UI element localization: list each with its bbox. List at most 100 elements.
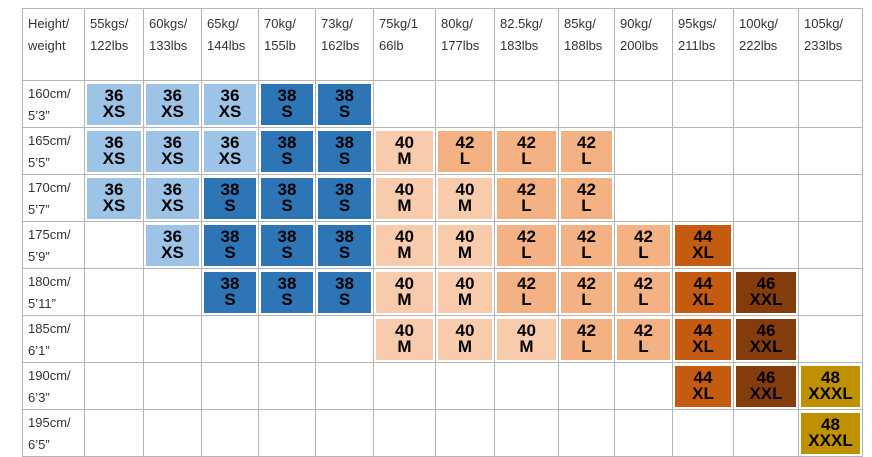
- size-letter: XS: [102, 149, 126, 168]
- size-number: 38: [277, 274, 297, 293]
- size-number: 42: [634, 274, 653, 293]
- header-label: 80kg/ 177lbs: [441, 16, 480, 53]
- size-letter: XL: [692, 243, 714, 262]
- size-cell: 40 M: [438, 271, 492, 313]
- header-label: 75kg/1 66lb: [379, 16, 419, 53]
- size-letter: S: [281, 290, 293, 309]
- cell: 42 L: [558, 221, 615, 269]
- row-header: 195cm/ 6’5”: [22, 409, 85, 457]
- row-label: 180cm/ 5’11”: [28, 274, 71, 311]
- size-number: 42: [517, 227, 536, 246]
- column-header: 80kg/ 177lbs: [435, 8, 495, 81]
- size-number: 36: [163, 133, 182, 152]
- size-cell: 44 XL: [675, 318, 731, 360]
- size-number: 38: [335, 180, 354, 199]
- size-number: 38: [277, 133, 297, 152]
- size-letter: S: [281, 149, 293, 168]
- cell: 42 L: [494, 221, 559, 269]
- size-letter: XS: [102, 102, 126, 121]
- cell: 38 S: [315, 221, 374, 269]
- cell: 36 XS: [84, 174, 144, 222]
- size-cell: 48 XXXL: [801, 412, 860, 454]
- cell: [672, 174, 734, 222]
- size-row: 165cm/ 5’5” 36 XS 36 XS 36 XS 38 S 38 S 40 M 42 L 42 L 42…: [22, 127, 863, 175]
- header-label: 95kgs/ 211lbs: [678, 16, 717, 53]
- column-header: 70kg/ 155lb: [258, 8, 316, 81]
- size-number: 38: [277, 227, 297, 246]
- cell: 40 M: [435, 174, 495, 222]
- header-label: 100kg/ 222lbs: [739, 16, 779, 53]
- size-cell: 40 M: [497, 318, 556, 360]
- size-number: 40: [517, 321, 536, 340]
- table-body: 160cm/ 5’3” 36 XS 36 XS 36 XS 38 S 38 S 165cm/ 5’5”…: [22, 80, 863, 457]
- cell: 38 S: [315, 127, 374, 175]
- cell: [84, 315, 144, 363]
- size-number: 42: [577, 274, 596, 293]
- cell: 46 XXL: [733, 315, 799, 363]
- size-letter: L: [581, 196, 592, 215]
- cell: [733, 409, 799, 457]
- size-letter: XXXL: [808, 384, 853, 403]
- cell: 36 XS: [201, 127, 259, 175]
- size-cell: 38 S: [318, 224, 371, 266]
- cell: [672, 409, 734, 457]
- cell: 42 L: [435, 127, 495, 175]
- header-label: 82.5kg/ 183lbs: [500, 16, 543, 53]
- size-number: 42: [577, 321, 596, 340]
- size-letter: XL: [692, 290, 714, 309]
- cell: [494, 362, 559, 410]
- column-header: 90kg/ 200lbs: [614, 8, 673, 81]
- cell: [84, 268, 144, 316]
- size-cell: 42 L: [438, 130, 492, 172]
- header-label: 105kg/ 233lbs: [804, 16, 844, 53]
- cell: [258, 315, 316, 363]
- size-letter: XXL: [749, 337, 783, 356]
- header-label: 73kg/ 162lbs: [321, 16, 360, 53]
- size-letter: S: [224, 243, 236, 262]
- cell: [798, 127, 863, 175]
- size-number: 38: [335, 86, 354, 105]
- size-letter: XS: [218, 149, 242, 168]
- size-letter: L: [638, 337, 649, 356]
- column-header: 95kgs/ 211lbs: [672, 8, 734, 81]
- cell: [258, 362, 316, 410]
- cell: [143, 362, 202, 410]
- size-number: 46: [756, 321, 776, 340]
- size-letter: M: [397, 290, 412, 309]
- size-number: 36: [163, 180, 182, 199]
- cell: 44 XL: [672, 268, 734, 316]
- size-cell: 36 XS: [146, 177, 199, 219]
- size-letter: L: [521, 196, 532, 215]
- size-cell: 44 XL: [675, 365, 731, 407]
- size-number: 46: [756, 368, 776, 387]
- size-number: 40: [455, 180, 475, 199]
- cell: [201, 362, 259, 410]
- size-letter: XXXL: [808, 431, 853, 450]
- size-number: 42: [634, 227, 653, 246]
- size-cell: 48 XXXL: [801, 365, 860, 407]
- cell: 40 M: [435, 221, 495, 269]
- cell: [373, 80, 436, 128]
- size-letter: L: [638, 290, 649, 309]
- cell: 36 XS: [143, 221, 202, 269]
- size-cell: 36 XS: [146, 224, 199, 266]
- cell: [614, 409, 673, 457]
- cell: [672, 127, 734, 175]
- size-cell: 42 L: [561, 224, 612, 266]
- size-cell: 38 S: [318, 271, 371, 313]
- cell: [672, 80, 734, 128]
- cell: 36 XS: [143, 127, 202, 175]
- cell: [733, 221, 799, 269]
- size-number: 36: [220, 133, 240, 152]
- row-label: 170cm/ 5’7”: [28, 180, 71, 217]
- cell: 40 M: [373, 127, 436, 175]
- size-number: 38: [277, 86, 297, 105]
- size-letter: L: [581, 337, 592, 356]
- cell: 44 XL: [672, 315, 734, 363]
- cell: 42 L: [494, 127, 559, 175]
- size-row: 160cm/ 5’3” 36 XS 36 XS 36 XS 38 S 38 S: [22, 80, 863, 128]
- size-cell: 36 XS: [204, 83, 256, 125]
- size-letter: L: [581, 149, 592, 168]
- row-label: 195cm/ 6’5”: [28, 415, 71, 452]
